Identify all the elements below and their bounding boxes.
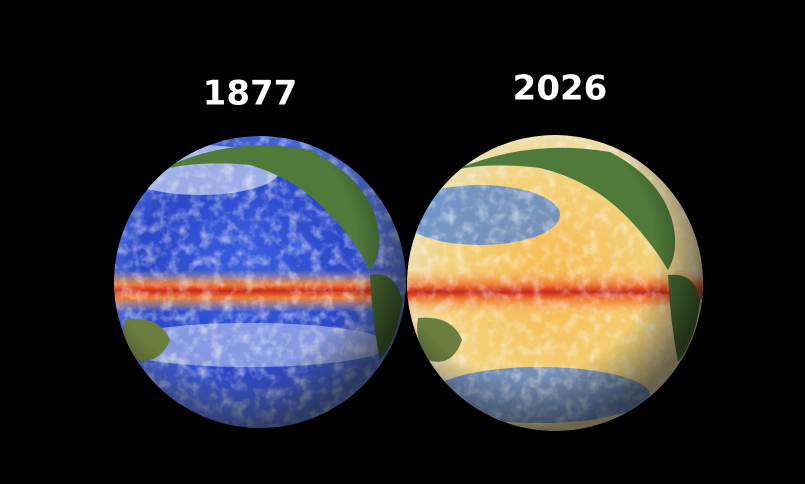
globe — [114, 136, 406, 428]
year-label: 1877 — [203, 74, 298, 114]
year-label: 2026 — [513, 69, 608, 109]
globe — [407, 135, 703, 431]
